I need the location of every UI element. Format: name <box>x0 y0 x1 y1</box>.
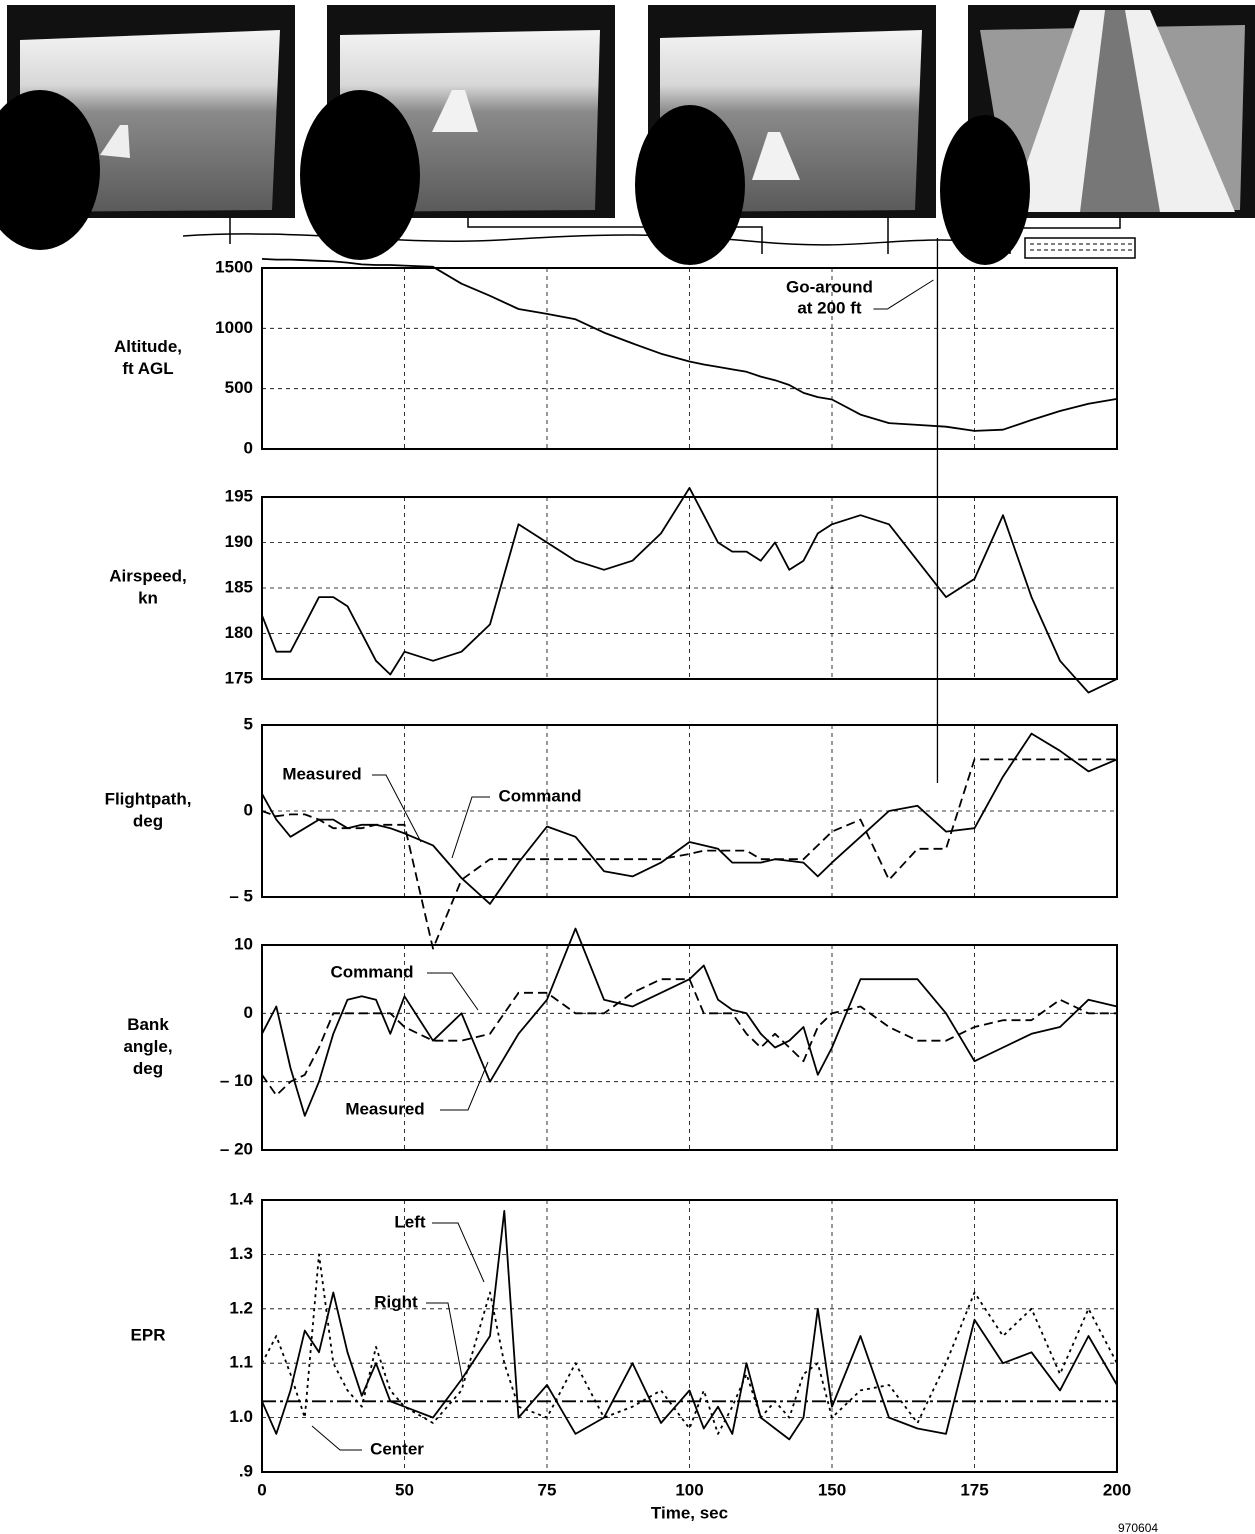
y-tick-label: 195 <box>225 486 253 505</box>
plot-frame <box>261 724 1118 898</box>
y-tick-label: – 20 <box>220 1139 253 1158</box>
photo <box>940 5 1255 265</box>
panel: 175 180 185 190 195 Airspeed, kn <box>109 486 1118 694</box>
label-leader <box>432 1222 485 1283</box>
x-tick-label: 150 <box>818 1480 846 1499</box>
y-axis-label: EPR <box>131 1325 166 1344</box>
series-label: Command <box>330 962 413 981</box>
y-tick-label: 10 <box>234 934 253 953</box>
panel: 0 500 1000 1500 Altitude, ft AGL Go-around at 2… <box>114 238 1118 783</box>
y-axis-label: Altitude, <box>114 337 182 356</box>
y-axis-label: Bank <box>127 1015 169 1034</box>
x-tick-label: 0 <box>257 1480 266 1499</box>
y-tick-label: – 5 <box>229 886 253 905</box>
y-tick-label: 1.2 <box>229 1298 253 1317</box>
photo-connectors <box>182 218 1136 259</box>
x-tick-label: 75 <box>538 1480 557 1499</box>
series-line <box>261 732 1118 905</box>
label-leader <box>440 1061 489 1111</box>
y-tick-label: 185 <box>225 577 253 596</box>
series-line <box>261 927 1118 1117</box>
series-label: Command <box>498 786 581 805</box>
y-axis-label: ft AGL <box>122 359 173 378</box>
plot-frame <box>261 944 1118 1151</box>
label-leader <box>427 972 479 1011</box>
plot-frame <box>261 496 1118 680</box>
y-tick-label: 1000 <box>215 318 253 337</box>
series-line <box>261 1253 1118 1435</box>
y-tick-label: 0 <box>244 1003 253 1022</box>
series-label: Measured <box>345 1099 424 1118</box>
y-axis-label: deg <box>133 1059 163 1078</box>
series-label: Right <box>374 1292 418 1311</box>
series-line <box>261 258 1118 432</box>
y-tick-label: 1.0 <box>229 1407 253 1426</box>
y-axis-label: Airspeed, <box>109 566 186 585</box>
y-axis-label: deg <box>133 811 163 830</box>
cockpit-photos <box>0 5 1255 265</box>
y-tick-label: 5 <box>244 714 253 733</box>
x-tick-label: 175 <box>960 1480 988 1499</box>
series-label: Left <box>394 1212 426 1231</box>
y-axis-label: angle, <box>123 1037 172 1056</box>
y-tick-label: 0 <box>244 800 253 819</box>
y-tick-label: 1.1 <box>229 1353 253 1372</box>
y-tick-label: 180 <box>225 623 253 642</box>
photo <box>0 5 295 250</box>
x-tick-label: 200 <box>1103 1480 1131 1499</box>
panel: .9 1.0 1.1 1.2 1.3 1.4 EPR Left Right Center 0 50 75… <box>131 1189 1159 1534</box>
y-tick-label: 500 <box>225 378 253 397</box>
y-tick-label: 0 <box>244 438 253 457</box>
y-tick-label: 190 <box>225 532 253 551</box>
series-line <box>261 758 1117 950</box>
y-axis-label: Flightpath, <box>105 789 192 808</box>
x-tick-label: 100 <box>675 1480 703 1499</box>
photo <box>635 5 936 265</box>
figure-number: 970604 <box>1118 1521 1158 1534</box>
annotation: at 200 ft <box>797 298 862 317</box>
plot-frame <box>261 1199 1118 1473</box>
y-tick-label: – 10 <box>220 1071 253 1090</box>
y-tick-label: 1500 <box>215 257 253 276</box>
y-tick-label: 175 <box>225 668 253 687</box>
label-leader <box>451 796 490 859</box>
y-axis-label: kn <box>138 588 158 607</box>
series-line <box>261 487 1118 694</box>
y-tick-label: 1.3 <box>229 1244 253 1263</box>
y-tick-label: 1.4 <box>229 1189 253 1208</box>
series-label: Center <box>370 1439 424 1458</box>
plot-frame <box>261 267 1118 450</box>
panel: – 5 0 5 Flightpath, deg Measured Command <box>105 714 1118 950</box>
series-line <box>261 1210 1118 1441</box>
annotation-leader <box>873 279 934 310</box>
x-tick-label: 50 <box>395 1480 414 1499</box>
series-label: Measured <box>282 764 361 783</box>
photo <box>300 5 615 260</box>
label-leader <box>426 1302 464 1383</box>
label-leader <box>372 774 422 843</box>
annotation: Go-around <box>786 277 873 296</box>
label-leader <box>311 1425 362 1451</box>
x-axis-label: Time, sec <box>651 1503 728 1522</box>
panel: – 20 – 10 0 10 Bank angle, deg Measured Command <box>123 927 1118 1158</box>
y-tick-label: .9 <box>239 1461 253 1480</box>
